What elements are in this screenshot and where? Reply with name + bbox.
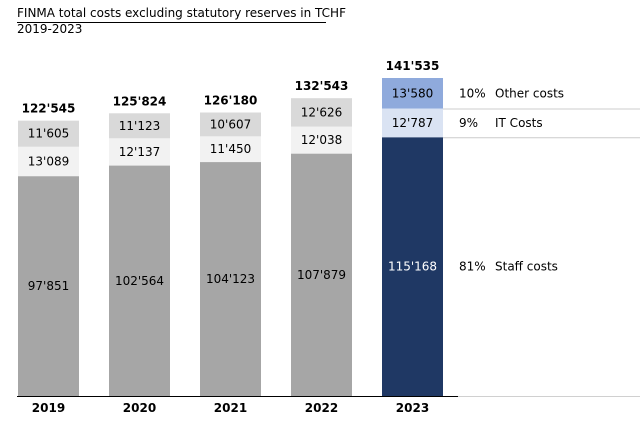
bar-2023-it-costs [382,108,443,138]
bar-2019-it-costs [18,146,79,177]
chart-subtitle: 2019-2023 [17,22,83,36]
total-label-2021: 126'180 [204,93,258,107]
data-label-2021-it-costs: 11'450 [210,142,251,156]
data-label-2023-staff-costs: 115'168 [388,260,437,274]
legend-pct-other-costs: 10% [459,86,486,100]
total-label-2020: 125'824 [113,94,167,108]
bar-2021-staff-costs [200,162,261,396]
data-label-2023-it-costs: 12'787 [392,116,433,130]
legend-name-other-costs: Other costs [495,86,564,100]
bar-2021-other-costs [200,112,261,137]
x-tick-label-2023: 2023 [396,401,429,415]
bar-2022-it-costs [291,126,352,154]
legend-pct-staff-costs: 81% [459,260,486,274]
bar-2022-staff-costs [291,153,352,396]
bar-2022-other-costs [291,98,352,127]
data-label-2019-it-costs: 13'089 [28,154,69,168]
legend-pct-it-costs: 9% [459,116,478,130]
data-label-2022-staff-costs: 107'879 [297,268,346,282]
data-label-2022-it-costs: 12'038 [301,133,342,147]
chart-title: FINMA total costs excluding statutory re… [17,6,346,20]
legend-name-staff-costs: Staff costs [495,260,558,274]
x-tick-label-2019: 2019 [32,401,65,415]
bar-2023-staff-costs [382,137,443,397]
bar-2020-it-costs [109,138,170,166]
bar-2020-other-costs [109,113,170,139]
total-label-2019: 122'545 [22,102,76,116]
data-label-2021-other-costs: 10'607 [210,117,251,131]
title-underline [17,22,326,23]
total-label-2023: 141'535 [386,59,440,73]
data-label-2020-other-costs: 11'123 [119,119,160,133]
data-label-2020-staff-costs: 102'564 [115,274,164,288]
data-label-2023-other-costs: 13'580 [392,86,433,100]
data-label-2019-other-costs: 11'605 [28,127,69,141]
total-label-2022: 132'543 [295,79,349,93]
x-tick-label-2021: 2021 [214,401,247,415]
bar-2019-other-costs [18,120,79,147]
bar-2019-staff-costs [18,176,79,396]
bar-2021-it-costs [200,136,261,163]
bar-2020-staff-costs [109,165,170,396]
x-tick-label-2020: 2020 [123,401,156,415]
legend-name-it-costs: IT Costs [495,116,543,130]
data-label-2021-staff-costs: 104'123 [206,272,255,286]
x-tick-label-2022: 2022 [305,401,338,415]
data-label-2019-staff-costs: 97'851 [28,279,69,293]
data-label-2022-other-costs: 12'626 [301,105,342,119]
data-label-2020-it-costs: 12'137 [119,145,160,159]
bar-2023-other-costs [382,78,443,109]
